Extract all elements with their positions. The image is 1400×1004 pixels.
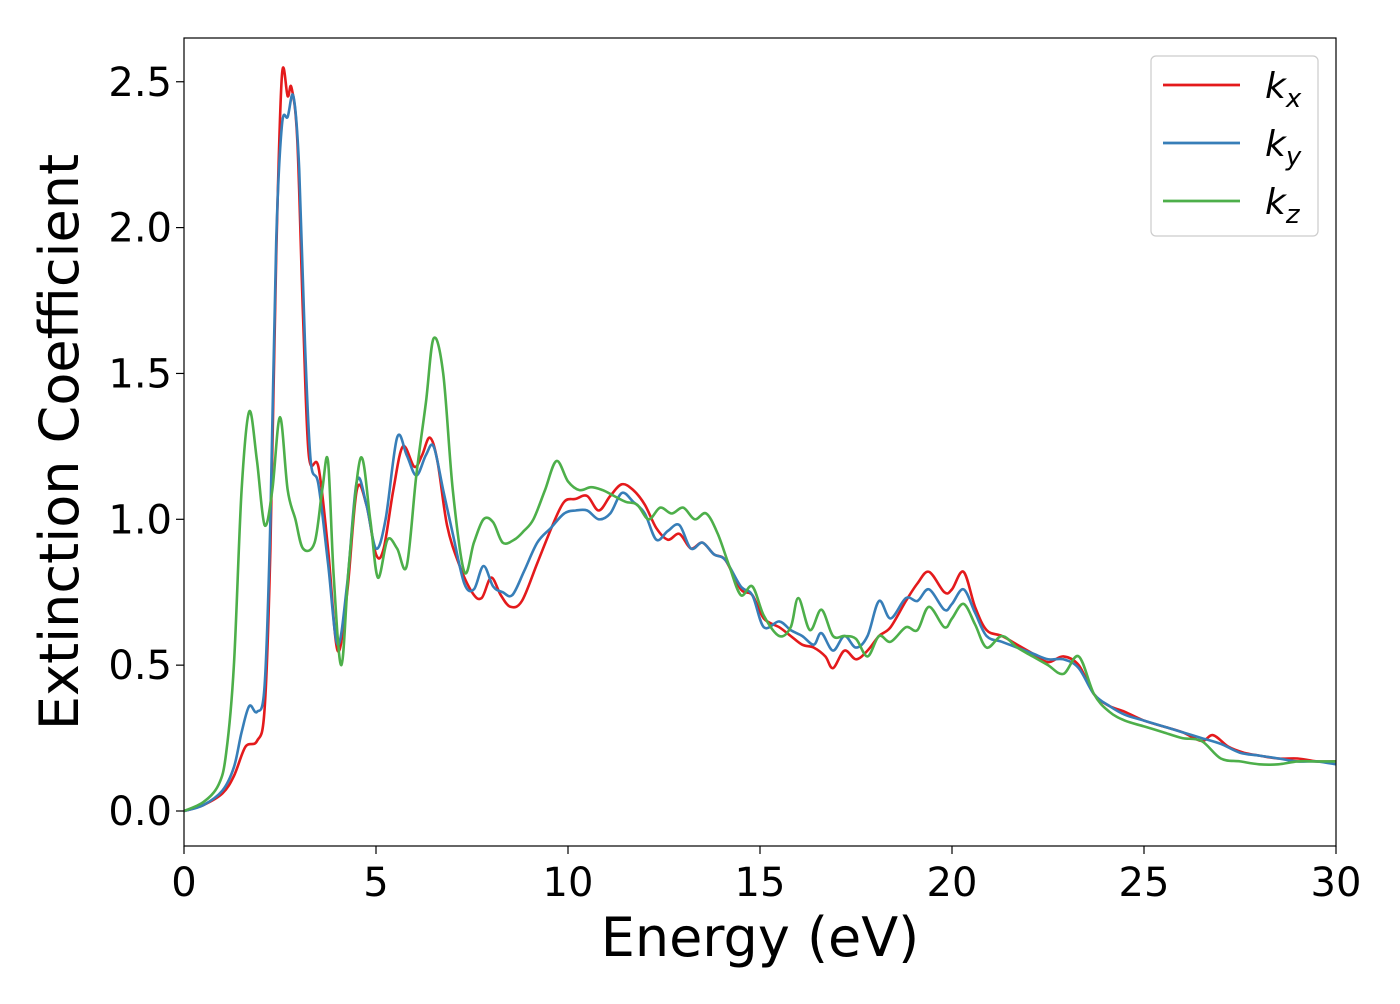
x-tick-label: 15 [735, 860, 786, 906]
y-tick-label: 2.5 [108, 60, 172, 106]
x-tick-label: 10 [543, 860, 594, 906]
series-line-x [184, 66, 1336, 813]
legend-box [1150, 55, 1319, 237]
y-tick-label: 1.0 [108, 497, 172, 543]
y-tick-label: 1.5 [108, 351, 172, 397]
x-axis-label: Energy (eV) [601, 906, 920, 969]
series-line-z [184, 336, 1336, 813]
x-tick-label: 0 [171, 860, 196, 906]
y-axis-label: Extinction Coefficient [28, 154, 91, 730]
y-axis-ticks: 0.0 0.5 1.0 1.5 2.0 2.5 [108, 60, 184, 835]
x-axis-ticks: 0 5 10 15 20 25 30 [171, 846, 1361, 906]
y-tick-label: 2.0 [108, 206, 172, 252]
y-tick-label: 0.5 [108, 643, 172, 689]
y-tick-label: 0.0 [108, 789, 172, 835]
series-layer [184, 66, 1336, 813]
x-tick-label: 5 [363, 860, 388, 906]
x-tick-label: 20 [927, 860, 978, 906]
x-tick-label: 25 [1119, 860, 1170, 906]
x-tick-label: 30 [1311, 860, 1362, 906]
